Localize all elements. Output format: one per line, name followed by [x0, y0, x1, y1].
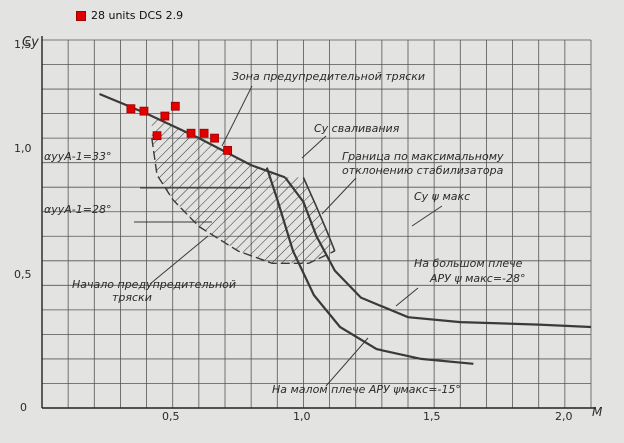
- data-point: [139, 106, 149, 116]
- y-tick-label: 1,0: [14, 142, 32, 155]
- origin-label: 0: [20, 401, 27, 414]
- annotation-alpha-28: αууА-1=28°: [44, 203, 111, 216]
- x-axis-label: M: [592, 405, 603, 419]
- x-tick-label: 1,0: [293, 410, 311, 423]
- legend-marker: [76, 10, 86, 21]
- data-point: [199, 128, 209, 138]
- y-tick-label: 0,5: [14, 268, 32, 281]
- x-tick-label: 2,0: [555, 410, 573, 423]
- leader-lines: [134, 85, 443, 387]
- data-point: [126, 104, 136, 114]
- legend-label: 28 units DCS 2.9: [91, 9, 184, 22]
- annotation-buffet-zone: Зона предупредительной тряски: [232, 70, 425, 83]
- curve-stabilizer-boundary: [302, 177, 336, 252]
- x-tick-label: 0,5: [162, 410, 180, 423]
- curve-cy-max-small-arm: [265, 167, 474, 365]
- curve-buffet-onset: [151, 138, 336, 264]
- data-points: [126, 101, 233, 155]
- data-point: [170, 101, 180, 111]
- axes: [41, 36, 595, 409]
- annotation-large-arm-1: На большом плече: [414, 257, 523, 270]
- annotation-buffet-onset-1: Начало предупредительной: [72, 278, 236, 291]
- y-tick-label: 1,5: [14, 38, 32, 51]
- annotation-buffet-onset-2: тряски: [112, 291, 152, 304]
- y-axis-label: Cy: [22, 35, 39, 50]
- legend: 28 units DCS 2.9: [76, 9, 183, 22]
- buffet-zone-hatch: [151, 116, 335, 264]
- curve-cy-max: [284, 176, 592, 329]
- annotation-small-arm: На малом плече АРУ ψмакс=-15°: [272, 383, 461, 396]
- annotation-stabilizer-1: Граница по максимальному: [342, 150, 504, 163]
- data-point: [152, 131, 162, 141]
- data-point: [223, 145, 233, 155]
- annotation-stabilizer-2: отклонению стабилизатора: [342, 164, 504, 177]
- annotation-cy-stall: Cy сваливания: [314, 122, 400, 135]
- x-tick-label: 1,5: [423, 410, 441, 423]
- annotation-large-arm-2: АРУ ψ макс=-28°: [429, 272, 526, 285]
- data-point: [160, 111, 170, 121]
- annotation-cy-max: Cy ψ макс: [414, 190, 470, 203]
- annotation-alpha-33: αууА-1=33°: [44, 150, 111, 163]
- data-point: [210, 133, 219, 143]
- data-point: [186, 128, 196, 138]
